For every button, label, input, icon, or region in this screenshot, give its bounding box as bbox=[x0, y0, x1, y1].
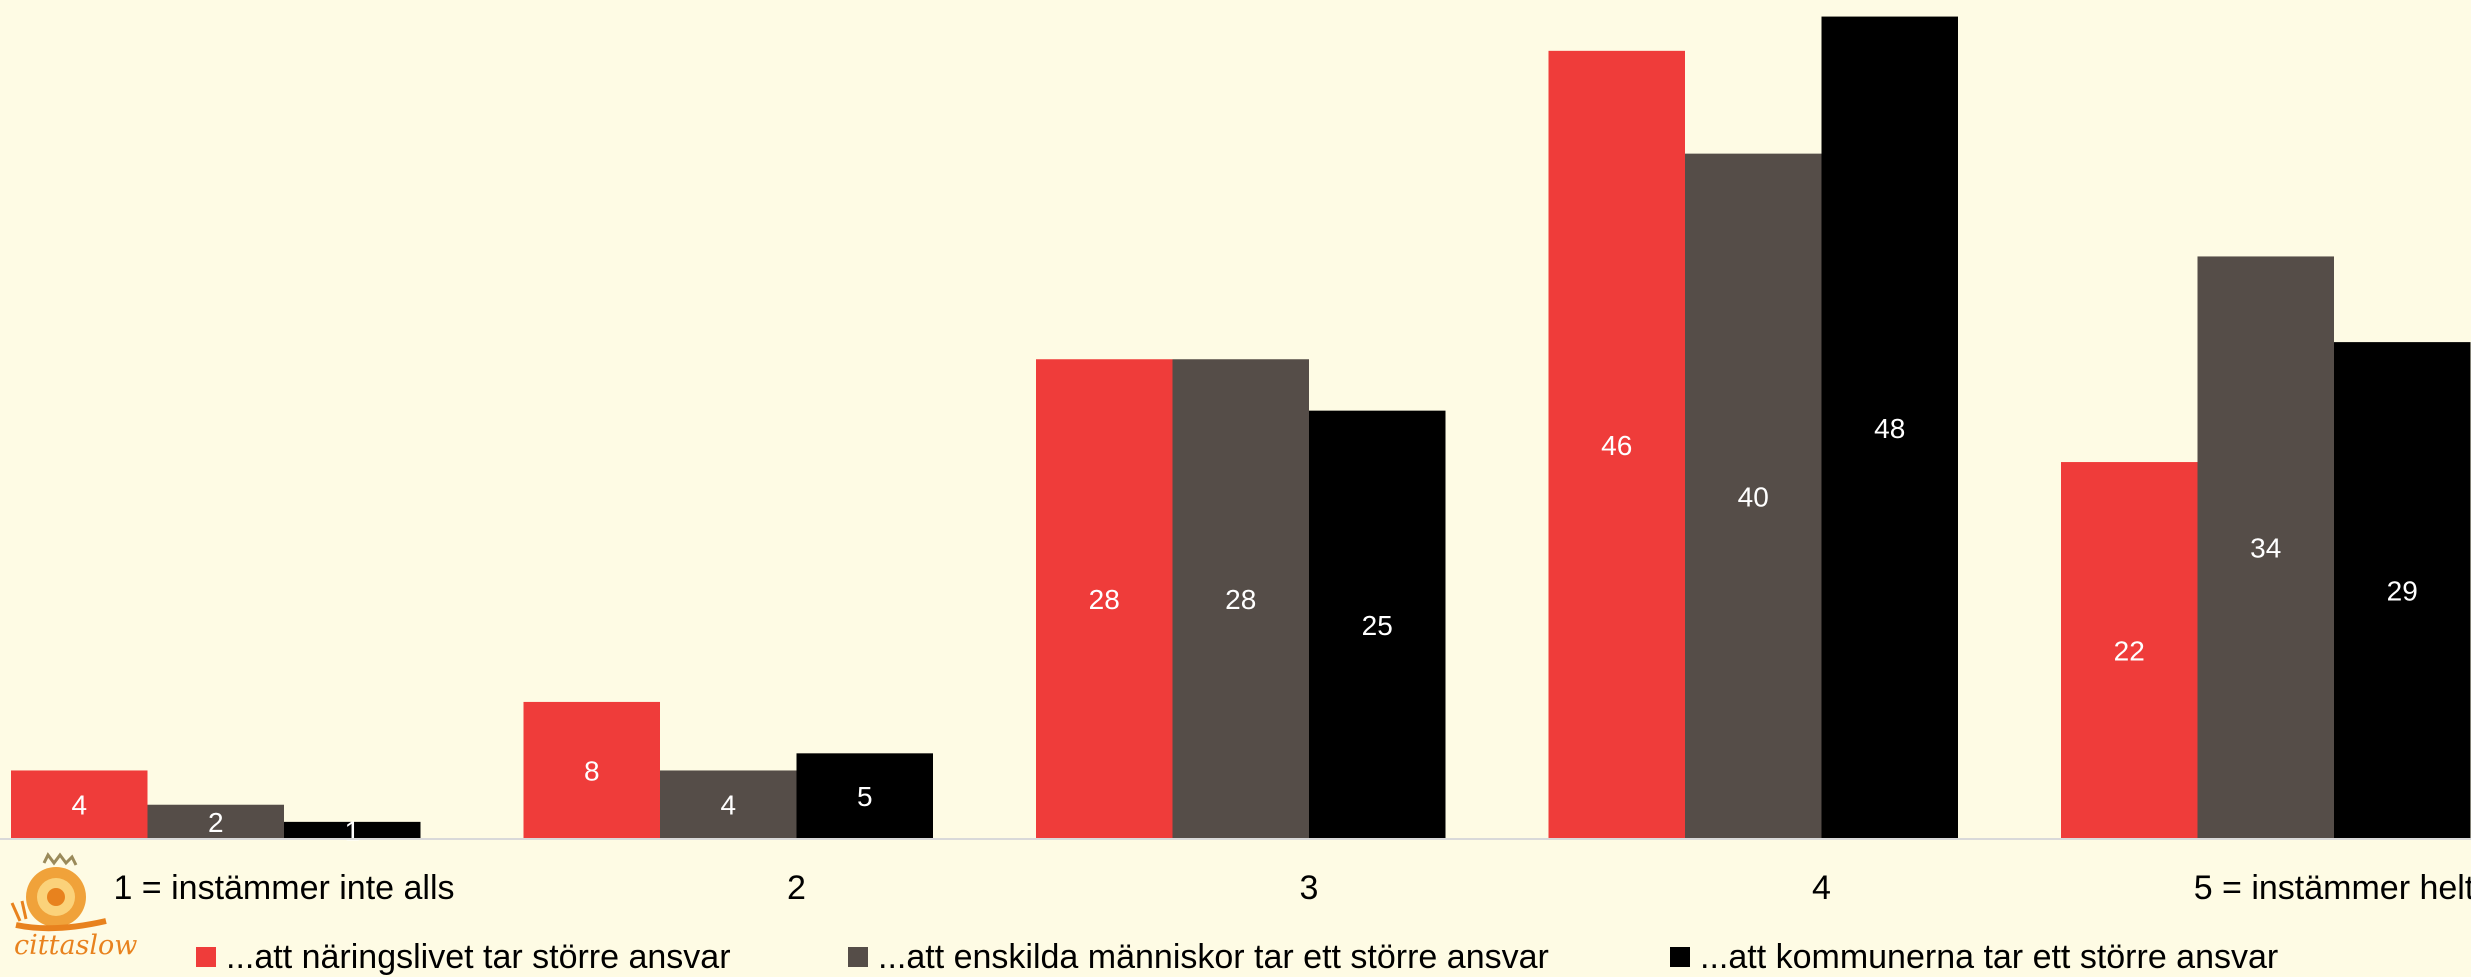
legend-label-1: ...att näringslivet tar större ansvar bbox=[226, 938, 731, 976]
data-label-5-series-2: 34 bbox=[2250, 533, 2281, 564]
category-label-2: 2 bbox=[787, 869, 806, 907]
category-label-1: 1 = instämmer inte alls bbox=[113, 869, 454, 907]
legend-label-3: ...att kommunerna tar ett större ansvar bbox=[1700, 938, 2278, 976]
logo-text: cittaslow bbox=[14, 930, 137, 961]
data-label-3-series-3: 25 bbox=[1362, 610, 1393, 641]
legend-swatch-3 bbox=[1670, 947, 1690, 967]
legend-swatch-2 bbox=[848, 947, 868, 967]
bar-3-series-1 bbox=[1036, 359, 1173, 839]
bar-2-series-2 bbox=[660, 770, 797, 839]
bar-4-series-1 bbox=[1548, 50, 1685, 839]
bar-5-series-1 bbox=[2061, 462, 2198, 839]
bars-group: 4 2 1 8 4 5 28 28 25 46 40 48 22 34 29 bbox=[11, 16, 2471, 846]
data-label-4-series-2: 40 bbox=[1738, 481, 1769, 512]
data-label-3-series-2: 28 bbox=[1225, 584, 1256, 615]
bar-2-series-3 bbox=[796, 753, 933, 839]
bar-5-series-2 bbox=[2197, 256, 2334, 839]
data-label-1-series-1: 4 bbox=[71, 790, 87, 821]
data-label-2-series-3: 5 bbox=[857, 781, 873, 812]
category-label-3: 3 bbox=[1300, 869, 1319, 907]
legend-label-2: ...att enskilda människor tar ett större… bbox=[878, 938, 1549, 976]
bar-1-series-1 bbox=[11, 770, 148, 839]
data-label-5-series-3: 29 bbox=[2387, 576, 2418, 607]
data-label-2-series-2: 4 bbox=[720, 790, 736, 821]
snail-icon bbox=[10, 852, 107, 932]
legend: ...att näringslivet tar större ansvar...… bbox=[196, 938, 2278, 976]
bar-3-series-3 bbox=[1309, 410, 1446, 839]
category-label-4: 4 bbox=[1812, 869, 1831, 907]
bar-1-series-3 bbox=[284, 821, 421, 839]
data-label-1-series-3: 1 bbox=[344, 815, 360, 846]
data-label-2-series-1: 8 bbox=[584, 755, 600, 786]
bar-2-series-1 bbox=[523, 701, 660, 839]
bar-4-series-2 bbox=[1685, 153, 1822, 840]
bar-1-series-2 bbox=[147, 804, 284, 839]
bar-3-series-2 bbox=[1172, 359, 1309, 839]
data-label-3-series-1: 28 bbox=[1089, 584, 1120, 615]
data-label-4-series-3: 48 bbox=[1874, 413, 1905, 444]
cittaslow-logo: cittaslow bbox=[10, 852, 137, 961]
legend-swatch-1 bbox=[196, 947, 216, 967]
data-label-5-series-1: 22 bbox=[2114, 636, 2145, 667]
category-labels: 1 = instämmer inte alls 2 3 4 5 = instämmer … bbox=[113, 869, 2471, 907]
data-label-1-series-2: 2 bbox=[208, 807, 224, 838]
bar-5-series-3 bbox=[2334, 342, 2471, 839]
bar-4-series-3 bbox=[1821, 16, 1958, 839]
category-label-5: 5 = instämmer helt bbox=[2194, 869, 2471, 907]
data-label-4-series-1: 46 bbox=[1601, 430, 1632, 461]
